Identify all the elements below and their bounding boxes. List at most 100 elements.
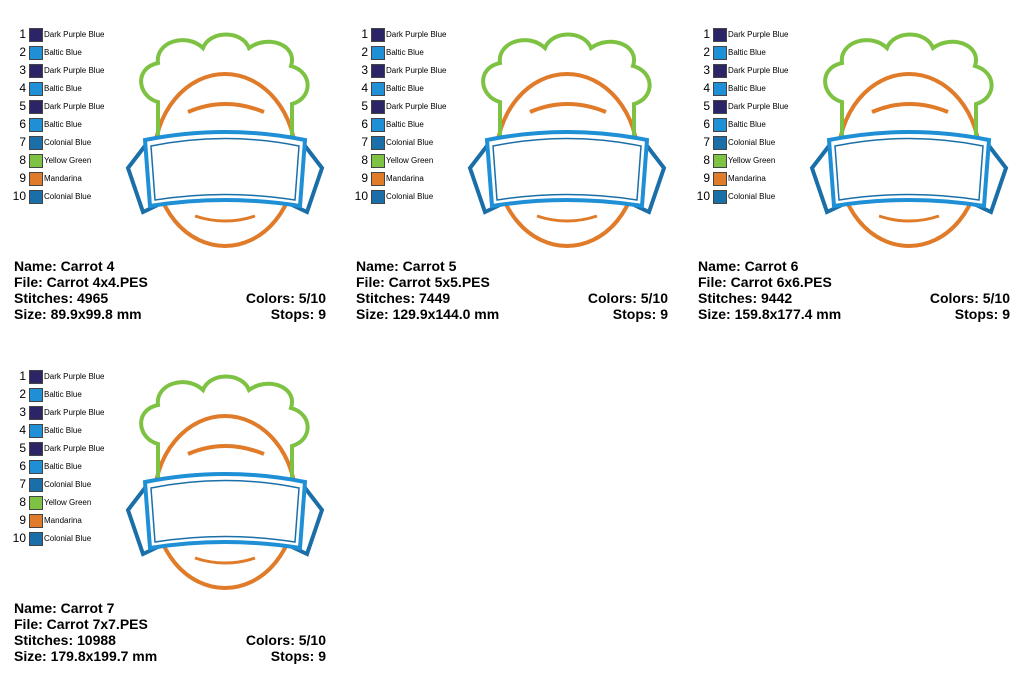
file-name: File: Carrot 7x7.PES <box>14 616 148 632</box>
color-count: Colors: 5/10 <box>929 290 1010 306</box>
color-number: 1 <box>19 27 26 41</box>
file-name: File: Carrot 5x5.PES <box>356 274 490 290</box>
stop-count: Stops: 9 <box>270 648 326 664</box>
design-name: Name: Carrot 5 <box>356 258 457 274</box>
color-number: 8 <box>19 495 26 509</box>
band-tab-right <box>289 140 325 215</box>
design-name: Name: Carrot 4 <box>14 258 115 274</box>
color-number: 7 <box>361 135 368 149</box>
color-name: Baltic Blue <box>44 48 82 57</box>
file-name: File: Carrot 4x4.PES <box>14 274 148 290</box>
band <box>484 130 650 209</box>
stitch-count: Stitches: 10988 <box>14 632 116 648</box>
color-swatch <box>29 190 43 204</box>
color-name: Yellow Green <box>386 156 434 165</box>
stop-count: Stops: 9 <box>954 306 1010 322</box>
color-swatch <box>29 28 43 42</box>
color-swatch <box>29 424 43 438</box>
color-number: 9 <box>19 171 26 185</box>
color-swatch <box>29 388 43 402</box>
color-name: Mandarina <box>44 174 82 183</box>
color-name: Dark Purple Blue <box>728 30 789 39</box>
design-preview <box>125 32 325 248</box>
color-swatch <box>713 100 727 114</box>
color-name: Dark Purple Blue <box>386 102 447 111</box>
color-number: 9 <box>19 513 26 527</box>
color-number: 5 <box>19 441 26 455</box>
color-name: Dark Purple Blue <box>44 66 105 75</box>
color-name: Yellow Green <box>44 156 92 165</box>
color-number: 8 <box>361 153 368 167</box>
color-name: Baltic Blue <box>44 390 82 399</box>
color-count: Colors: 5/10 <box>587 290 668 306</box>
color-number: 6 <box>703 117 710 131</box>
color-swatch <box>713 172 727 186</box>
color-name: Dark Purple Blue <box>386 30 447 39</box>
color-swatch <box>371 190 385 204</box>
color-swatch <box>371 100 385 114</box>
band-tab-left <box>467 140 503 215</box>
color-number: 2 <box>703 45 710 59</box>
color-name: Dark Purple Blue <box>44 408 105 417</box>
band-inner <box>492 137 642 201</box>
color-name: Dark Purple Blue <box>728 66 789 75</box>
color-number: 9 <box>361 171 368 185</box>
color-number: 3 <box>19 405 26 419</box>
color-swatch <box>29 496 43 510</box>
color-number: 4 <box>19 423 26 437</box>
hat-outline <box>481 32 652 140</box>
stop-count: Stops: 9 <box>270 306 326 322</box>
band-inner <box>150 479 300 543</box>
color-name: Yellow Green <box>728 156 776 165</box>
color-swatch <box>29 442 43 456</box>
color-name: Colonial Blue <box>728 192 776 201</box>
band-tab-right <box>973 140 1009 215</box>
color-name: Dark Purple Blue <box>44 102 105 111</box>
color-name: Colonial Blue <box>44 138 92 147</box>
color-number: 2 <box>19 45 26 59</box>
stitch-count: Stitches: 4965 <box>14 290 109 306</box>
color-name: Baltic Blue <box>44 426 82 435</box>
mouth <box>194 556 256 565</box>
color-number: 2 <box>361 45 368 59</box>
color-swatch <box>713 136 727 150</box>
color-name: Colonial Blue <box>728 138 776 147</box>
band-tab-right <box>631 140 667 215</box>
design-panel: 1 Dark Purple Blue 2 Baltic Blue 3 Dark Purpl… <box>0 342 340 682</box>
color-name: Baltic Blue <box>44 462 82 471</box>
hat-outline <box>823 32 994 140</box>
color-number: 7 <box>703 135 710 149</box>
color-number: 4 <box>19 81 26 95</box>
color-swatch <box>713 28 727 42</box>
color-swatch <box>29 514 43 528</box>
design-size: Size: 129.9x144.0 mm <box>356 306 500 322</box>
mouth <box>878 214 940 223</box>
color-name: Colonial Blue <box>44 480 92 489</box>
color-name: Colonial Blue <box>44 534 92 543</box>
band <box>826 130 992 209</box>
color-name: Baltic Blue <box>728 84 766 93</box>
design-panel: 1 Dark Purple Blue 2 Baltic Blue 3 Dark Purpl… <box>342 0 682 340</box>
color-number: 3 <box>703 63 710 77</box>
color-swatch <box>371 118 385 132</box>
color-name: Baltic Blue <box>386 120 424 129</box>
color-swatch <box>713 82 727 96</box>
design-preview <box>125 374 325 590</box>
color-name: Colonial Blue <box>44 192 92 201</box>
color-name: Dark Purple Blue <box>386 66 447 75</box>
color-number: 4 <box>703 81 710 95</box>
color-name: Mandarina <box>728 174 766 183</box>
color-number: 8 <box>19 153 26 167</box>
color-number: 1 <box>703 27 710 41</box>
color-name: Baltic Blue <box>44 84 82 93</box>
mouth <box>536 214 598 223</box>
color-number: 10 <box>12 189 26 203</box>
design-panel: 1 Dark Purple Blue 2 Baltic Blue 3 Dark Purpl… <box>684 0 1024 340</box>
color-number: 7 <box>19 135 26 149</box>
design-size: Size: 159.8x177.4 mm <box>698 306 842 322</box>
color-number: 3 <box>19 63 26 77</box>
eyebrow <box>529 102 607 114</box>
color-swatch <box>371 82 385 96</box>
color-swatch <box>29 172 43 186</box>
color-swatch <box>371 172 385 186</box>
